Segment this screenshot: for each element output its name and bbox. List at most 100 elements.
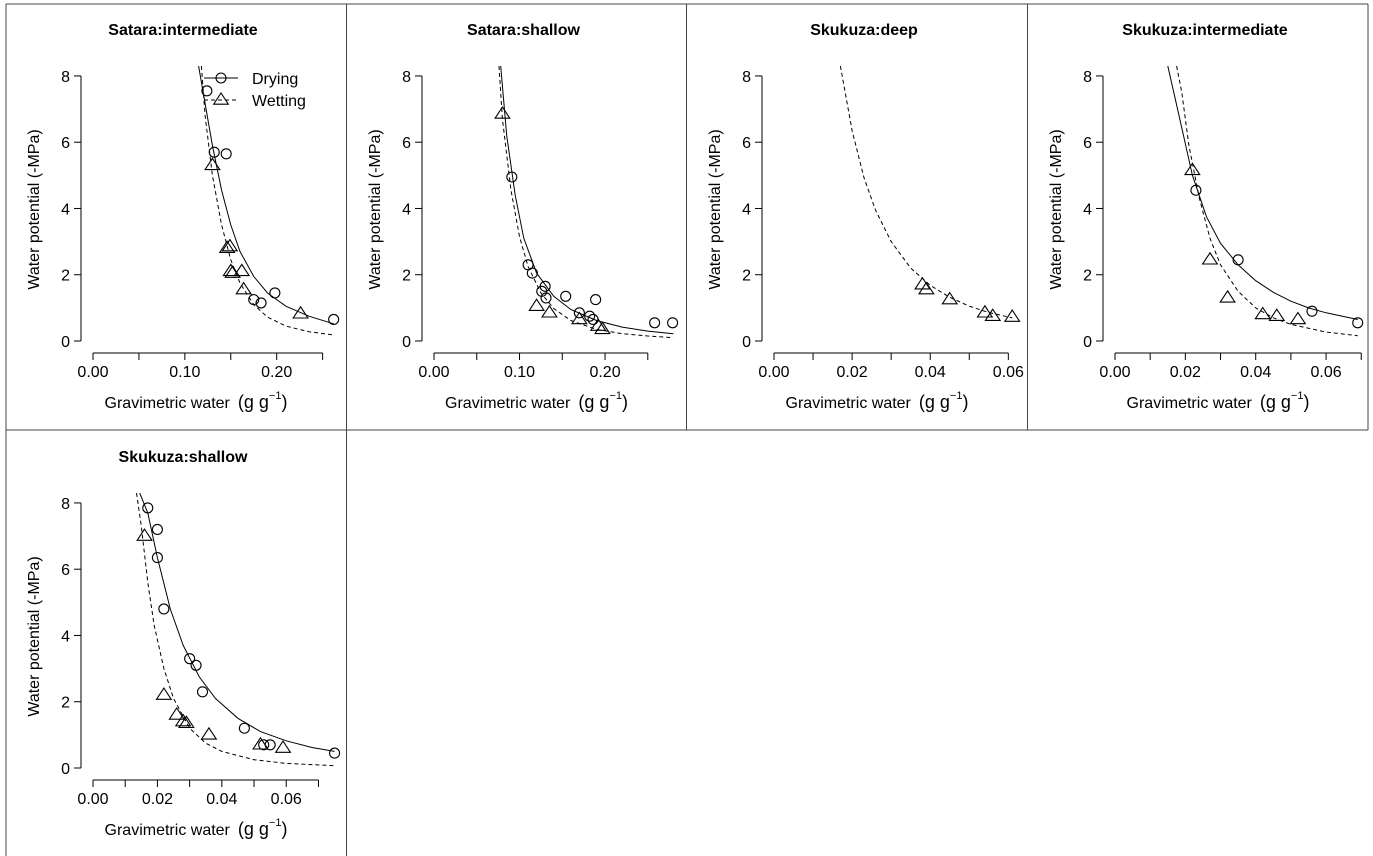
data-point [941, 291, 959, 305]
data-point [233, 263, 251, 277]
data-point [984, 308, 1002, 321]
legend-marker [215, 72, 227, 84]
data-point [570, 311, 588, 325]
data-point [238, 722, 250, 734]
x-tick-label: 0.20 [589, 364, 620, 381]
data-point [1254, 306, 1272, 320]
x-axis-unit-close: ) [622, 392, 628, 412]
y-tick-label: 6 [61, 562, 70, 579]
data-point [155, 687, 173, 700]
data-point [258, 739, 270, 751]
x-axis-unit: (g g [919, 392, 950, 412]
series-wetting [136, 493, 335, 767]
data-point [539, 280, 551, 292]
data-point [204, 157, 221, 171]
data-point [151, 523, 163, 535]
data-point [269, 287, 281, 299]
data-point [1190, 184, 1202, 196]
x-tick-label: 0.10 [169, 364, 200, 381]
data-point [222, 263, 240, 277]
data-point [329, 747, 341, 759]
data-point [168, 706, 186, 720]
x-tick-label: 0.00 [77, 364, 108, 381]
data-point [667, 317, 679, 329]
y-tick-label: 4 [61, 201, 70, 218]
x-tick-label: 0.06 [993, 364, 1024, 381]
series-curve [500, 66, 674, 335]
y-tick-label: 4 [402, 201, 411, 218]
data-point [528, 298, 546, 311]
data-point [255, 297, 267, 309]
x-axis-unit-close: ) [962, 392, 968, 412]
y-tick-label: 0 [61, 334, 70, 351]
x-tick-label: 0.20 [261, 364, 292, 381]
x-axis-unit: (g g [1260, 392, 1291, 412]
y-tick-label: 4 [742, 201, 751, 218]
y-tick-label: 2 [61, 695, 70, 712]
x-tick-label: 0.00 [1099, 364, 1130, 381]
series-drying [500, 66, 679, 335]
y-axis-label: Water potential (-MPa) [26, 556, 43, 716]
data-point [1268, 308, 1286, 321]
y-tick-label: 8 [402, 69, 411, 86]
data-point [220, 148, 232, 160]
data-point [1306, 305, 1318, 317]
chart-svg: Skukuza:shallow 0.00 0.02 0.04 0.06 0 2 4 6 8 Wate… [26, 449, 341, 839]
data-point [590, 294, 602, 306]
data-point [1232, 254, 1244, 266]
series-curve [136, 493, 335, 767]
y-tick-label: 8 [1083, 69, 1092, 86]
series-curve [198, 66, 334, 325]
legend-label: Wetting [252, 93, 306, 110]
y-axis-label: Water potential (-MPa) [367, 129, 384, 289]
chart-title: Skukuza:intermediate [1122, 22, 1287, 39]
y-tick-label: 0 [402, 334, 411, 351]
data-point [201, 85, 213, 97]
data-point [649, 317, 661, 329]
chart-title: Satara:shallow [467, 22, 580, 39]
data-point [224, 265, 242, 278]
series-drying [139, 493, 341, 759]
x-axis-unit-close: ) [281, 819, 287, 839]
y-tick-label: 2 [402, 268, 411, 285]
series-curve [139, 493, 335, 752]
data-point [976, 304, 994, 318]
data-point [196, 686, 209, 698]
x-axis-unit: (g g [238, 392, 269, 412]
chart-title: Skukuza:deep [810, 22, 918, 39]
series-wetting [494, 66, 674, 339]
y-tick-label: 8 [742, 69, 751, 86]
series-curve [1176, 66, 1358, 337]
chart-panel: Skukuza:intermediate 0.00 0.02 0.04 0.06 0 2 4 6… [1028, 4, 1368, 430]
x-axis-label-text: Gravimetric water [445, 395, 571, 412]
chart-title: Skukuza:shallow [119, 449, 248, 466]
data-point [151, 552, 163, 564]
data-point [292, 305, 309, 319]
x-axis-unit-exponent: −1 [1291, 390, 1304, 402]
y-axis-label: Water potential (-MPa) [707, 129, 724, 289]
data-point [1003, 309, 1021, 322]
x-tick-label: 0.04 [1240, 364, 1271, 381]
data-point [190, 659, 202, 671]
y-tick-label: 4 [61, 628, 70, 645]
x-axis-label: Gravimetric water (g g−1) [105, 390, 288, 412]
data-point [560, 290, 572, 302]
x-axis-unit-close: ) [1303, 392, 1309, 412]
x-axis-label: Gravimetric water (g g−1) [1127, 390, 1310, 412]
data-point [594, 321, 611, 335]
data-point [1289, 311, 1307, 325]
data-point [184, 653, 196, 665]
x-axis-label-text: Gravimetric water [1127, 395, 1253, 412]
y-tick-label: 6 [742, 135, 751, 152]
data-point [1352, 317, 1364, 329]
series-drying [198, 66, 340, 326]
data-point [328, 313, 340, 326]
x-axis-label: Gravimetric water (g g−1) [105, 817, 288, 839]
chart-panel: Skukuza:deep 0.00 0.02 0.04 0.06 0 2 4 6 8 Water p… [687, 4, 1027, 430]
data-point [218, 240, 236, 253]
y-tick-label: 2 [742, 268, 751, 285]
x-tick-label: 0.02 [837, 364, 868, 381]
data-point [917, 281, 935, 295]
data-point [506, 171, 518, 183]
